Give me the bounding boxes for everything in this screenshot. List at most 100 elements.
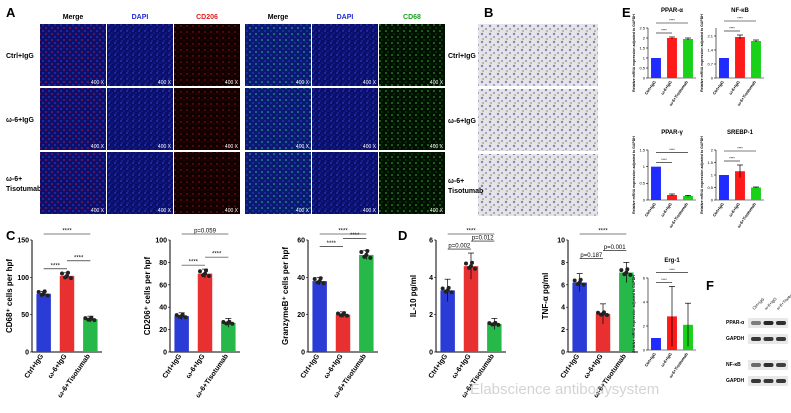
- significance-label: ****: [661, 278, 667, 282]
- bar: [651, 58, 661, 78]
- magnification-label: 400 X: [225, 208, 239, 214]
- y-tick-label: 0.5: [707, 185, 713, 190]
- micrograph-tile: [40, 24, 106, 86]
- panel-a-col-header: CD206: [196, 14, 218, 21]
- magnification-label: 400 X: [158, 208, 172, 214]
- micrograph-tile: [245, 24, 311, 86]
- blot-label: NF-κB: [726, 362, 741, 368]
- bar-chart-e4: 0 0.5 1 1.5 2 Relative mRNA expression adjust…: [700, 130, 764, 229]
- panel-a-col-header: Merge: [63, 14, 84, 21]
- chart-title: NF-κB: [731, 8, 749, 14]
- y-tick-label: 8: [561, 260, 565, 267]
- y-axis-label: Relative mRNA expression adjusted to GAP…: [632, 275, 636, 353]
- y-tick-label: 1.4: [707, 47, 713, 52]
- magnification-label: 400 X: [158, 144, 172, 150]
- data-point: [174, 313, 179, 318]
- significance-label: ****: [212, 252, 222, 258]
- blot-label: GAPDH: [726, 378, 744, 384]
- y-tick-label: 1.5: [707, 160, 713, 165]
- significance-label: ****: [737, 147, 743, 151]
- bar-chart-c2: 0 20 40 60 80 100 CD206⁺ cells per hpf Ctrl+IgG…: [143, 229, 240, 399]
- category-label: ω-6+IgG: [583, 353, 605, 380]
- bar: [595, 313, 611, 352]
- data-point: [449, 290, 454, 295]
- y-tick-label: 60: [159, 282, 167, 289]
- blot-band: [763, 337, 774, 341]
- micrograph-tile: [107, 88, 173, 150]
- micrograph-tile: [174, 88, 240, 150]
- data-point: [65, 273, 69, 278]
- data-point: [230, 321, 235, 326]
- micrograph-tile: [312, 88, 378, 150]
- data-point: [221, 320, 226, 325]
- data-point: [312, 276, 317, 281]
- y-tick-label: 100: [17, 275, 29, 282]
- y-tick-label: 150: [17, 237, 29, 244]
- y-tick-label: 0: [643, 197, 646, 202]
- bar-chart-e5: 0 2 4 6 Relative mRNA expression adjusted to…: [632, 258, 696, 379]
- significance-label: p=0.012: [472, 236, 495, 242]
- y-axis-label: Relative mRNA expression adjusted to GAP…: [700, 136, 704, 214]
- data-point: [60, 271, 64, 276]
- y-tick-label: 6: [561, 282, 565, 289]
- bar: [359, 254, 374, 352]
- panel-b-row-label: Ctrl+IgG: [448, 53, 476, 60]
- y-axis-label: Relative mRNA expression adjusted to GAP…: [632, 136, 636, 214]
- data-point: [45, 293, 50, 298]
- category-label: ω-6+IgG: [185, 353, 207, 380]
- data-point: [440, 286, 445, 291]
- data-point: [226, 320, 231, 325]
- data-point: [628, 272, 633, 277]
- blot-band: [751, 321, 761, 325]
- blot-band: [751, 379, 761, 383]
- magnification-label: 400 X: [158, 80, 172, 86]
- y-tick-label: 2: [429, 312, 433, 319]
- panel-letter-e: E: [622, 5, 631, 20]
- y-tick-label: 0: [643, 75, 646, 80]
- y-axis-label: IL-10 pg/ml: [409, 275, 418, 317]
- magnification-label: 400 X: [363, 80, 377, 86]
- data-point: [66, 270, 70, 275]
- bar: [83, 319, 98, 352]
- y-tick-label: 1: [711, 172, 714, 177]
- data-point: [207, 273, 211, 278]
- category-label: Ctrl+IgG: [644, 352, 657, 368]
- bar: [487, 324, 502, 352]
- significance-label: ****: [189, 260, 199, 266]
- significance-label: p=0.059: [194, 229, 217, 235]
- y-axis-label: TNF-α pg/ml: [541, 273, 550, 320]
- magnification-label: 400 X: [91, 80, 105, 86]
- bar: [174, 316, 189, 352]
- category-label: Ctrl+IgG: [428, 353, 450, 380]
- chart-title: Erg-1: [664, 258, 680, 264]
- magnification-label: 400 X: [296, 144, 310, 150]
- data-point: [572, 278, 577, 283]
- significance-label: p=0.001: [604, 245, 627, 251]
- data-point: [605, 313, 609, 318]
- blot-band: [763, 321, 774, 325]
- micrograph-tile: [312, 24, 378, 86]
- blot-label: PPAR-α: [726, 320, 745, 326]
- category-label: ω-6+IgG: [323, 353, 345, 380]
- bar: [683, 39, 693, 78]
- bar: [197, 273, 213, 352]
- data-point: [317, 279, 322, 284]
- data-point: [470, 260, 474, 265]
- data-point: [464, 261, 468, 266]
- magnification-label: 400 X: [225, 80, 239, 86]
- data-point: [336, 311, 340, 316]
- data-point: [69, 276, 73, 281]
- y-tick-label: 0: [643, 347, 646, 352]
- y-tick-label: 0.5: [639, 181, 645, 186]
- bar: [312, 281, 327, 352]
- magnification-label: 400 X: [363, 208, 377, 214]
- y-tick-label: 40: [297, 275, 305, 282]
- bar: [36, 293, 51, 352]
- blot-band: [776, 379, 786, 383]
- data-point: [368, 255, 373, 260]
- bar: [463, 266, 479, 352]
- bar-chart-c3: 0 20 40 60 GranzymeB⁺ cells per hpf Ctrl+IgG ω…: [281, 229, 378, 399]
